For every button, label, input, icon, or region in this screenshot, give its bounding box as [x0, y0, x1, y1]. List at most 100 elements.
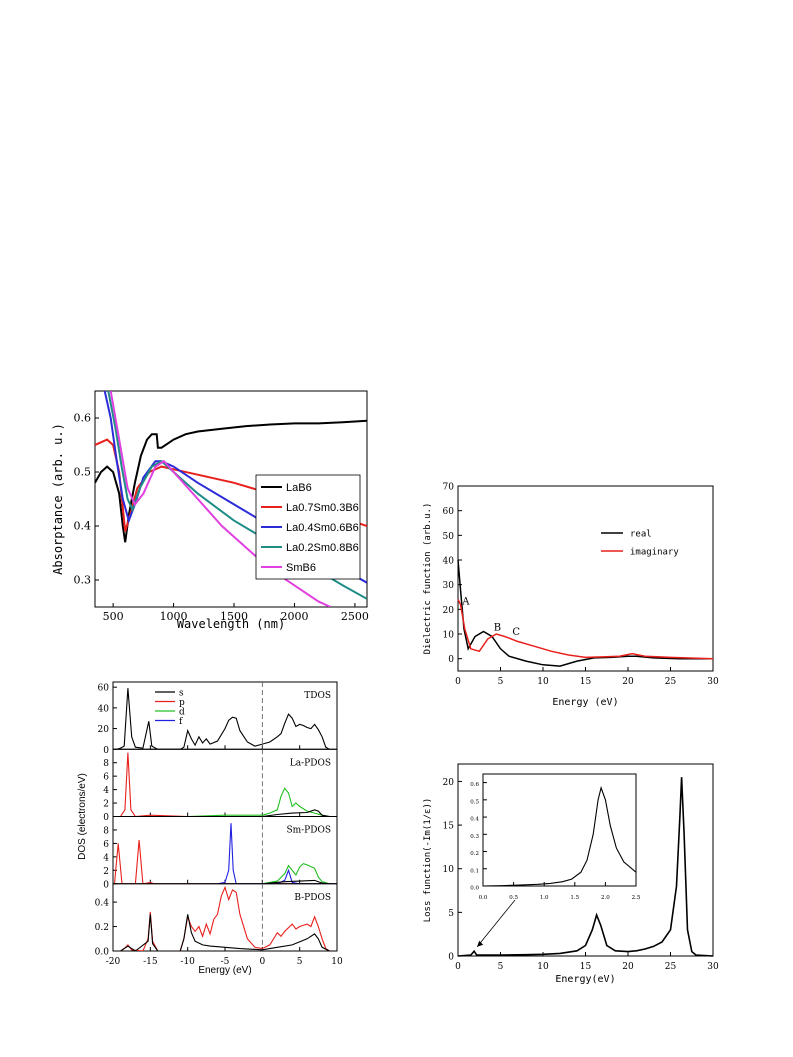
dielectric-legend-label-1: imaginary	[630, 548, 679, 558]
loss-inset-ytick-label: 0.4	[470, 817, 479, 823]
loss-series-line-0	[457, 777, 714, 957]
dos-panel-2-line-p	[113, 839, 337, 884]
dos-panel-3-xtick-label: 10	[331, 957, 343, 967]
dos-panel-0-ytick-label: 60	[98, 684, 110, 694]
dos-panel-0-line-total	[116, 688, 330, 750]
dos-panel-label-1: La-PDOS	[290, 758, 331, 768]
dos-panel-2-line-d	[262, 862, 330, 884]
dielectric-ytick-label: 10	[443, 631, 455, 641]
loss-inset-xtick-label: 1.0	[540, 895, 549, 901]
dielectric-annotation-B: B	[494, 622, 501, 633]
dielectric-ytick-label: 20	[443, 606, 455, 616]
loss-inset-ytick-label: 0.5	[470, 799, 479, 805]
loss-inset-xtick-label: 0.5	[509, 895, 518, 901]
absorptance-legend-label-2: La0.4Sm0.6B6	[286, 522, 359, 534]
dos-panel-2-ytick-label: 8	[103, 826, 109, 836]
dielectric-series-line-0	[457, 559, 713, 667]
loss-inset-ytick-label: 0.6	[470, 782, 479, 788]
dos-legend-label-p: p	[179, 698, 185, 708]
absorptance-chart-svg: 500 1000 1500 2000 2500 0.3 0.4 0.5 0.6 Wavelengt…	[51, 390, 369, 631]
dos-panel-2-line-s	[262, 879, 330, 884]
dos-panel-1-ytick-label: 4	[103, 786, 109, 796]
dos-panel-1-ytick-label: 8	[103, 759, 109, 769]
dos-legend-label-f: f	[179, 717, 183, 727]
dos-panel-1-ytick-label: 0	[103, 813, 109, 823]
dos-legend-label-d: d	[179, 708, 185, 718]
dielectric-ytick-label: 0	[448, 655, 454, 665]
loss-ytick-label: 20	[443, 778, 455, 788]
dos-legend-label-s: s	[179, 689, 184, 699]
dielectric-ytick-label: 70	[443, 483, 455, 493]
absorptance-xtick-label: 2500	[341, 610, 369, 623]
absorptance-ytick-label: 0.4	[74, 520, 92, 533]
absorptance-legend-label-0: LaB6	[286, 482, 312, 494]
absorptance-xtick-label: 1000	[160, 610, 188, 623]
loss-xtick-label: 5	[498, 962, 504, 972]
loss-plot-frame	[457, 763, 714, 957]
absorptance-ytick-label: 0.6	[74, 412, 92, 425]
dielectric-xtick-label: 25	[665, 677, 677, 687]
dielectric-xtick-label: 30	[707, 677, 719, 687]
loss-inset-xtick-label: 2.0	[601, 895, 610, 901]
loss-inset-arrow	[476, 899, 516, 948]
loss-xtick-label: 20	[622, 962, 634, 972]
dos-panel-3-ytick-label: 0.4	[95, 899, 110, 909]
dielectric-ytick-label: 60	[443, 507, 455, 517]
dos-panel-label-2: Sm-PDOS	[286, 826, 331, 836]
loss-inset-line	[482, 785, 637, 887]
absorptance-y-axis-title: Absorptance (arb. u.)	[51, 423, 65, 575]
loss-ytick-label: 0	[448, 953, 454, 963]
absorptance-xtick-label: 2000	[280, 610, 308, 623]
dielectric-legend-label-0: real	[630, 530, 652, 540]
dielectric-y-axis-title: Dielectric function (arb.u.)	[423, 503, 433, 655]
dos-panel-3-ytick-label: 0.0	[95, 948, 110, 958]
loss-inset-xtick-label: 0.0	[479, 895, 488, 901]
dielectric-chart: 0 5 10 15 20 25 30 0 10 20 30 40 50 60 70 Energy (eV) Di…	[418, 478, 723, 713]
dielectric-series-line-1	[457, 599, 714, 660]
dos-panel-label-0: TDOS	[304, 691, 331, 701]
loss-x-axis-title: Energy(eV)	[555, 974, 615, 985]
dos-panel-2-ytick-label: 4	[103, 853, 109, 863]
loss-chart-svg: 0 5 10 15 20 25 30 0 5 10 15 20 Energy(eV) Loss funct…	[423, 763, 719, 985]
loss-chart: 0 5 10 15 20 25 30 0 5 10 15 20 Energy(eV) Loss funct…	[418, 760, 723, 995]
dos-panel-1-ytick-label: 2	[103, 800, 109, 810]
dielectric-chart-svg: 0 5 10 15 20 25 30 0 10 20 30 40 50 60 70 Energy (eV) Di…	[423, 483, 719, 709]
absorptance-series-line-0	[95, 419, 367, 543]
absorptance-xtick-label: 500	[103, 610, 124, 623]
dos-panel-2-ytick-label: 2	[103, 867, 109, 877]
dos-panel-2-line-f	[217, 823, 337, 884]
dos-panel-1-line-s	[187, 809, 330, 817]
loss-inset-plot-frame	[482, 773, 637, 887]
dos-panel-3-line-s	[120, 914, 330, 951]
loss-inset-xtick-label: 2.5	[632, 895, 641, 901]
dos-panel-2-ytick-label: 0	[103, 880, 109, 890]
loss-inset-ytick-label: 0.2	[470, 851, 479, 857]
dielectric-x-axis-title: Energy (eV)	[552, 697, 618, 708]
absorptance-ytick-label: 0.5	[74, 466, 92, 479]
loss-y-axis-title: Loss function(-Im(1/ε))	[423, 798, 433, 923]
loss-inset-xtick-label: 1.5	[570, 895, 579, 901]
dos-panel-label-3: B-PDOS	[294, 893, 331, 903]
dos-panel-0-ytick-label: 0	[103, 746, 109, 756]
absorptance-x-axis-title: Wavelength (nm)	[177, 617, 285, 631]
absorptance-legend-label-3: La0.2Sm0.8B6	[286, 542, 359, 554]
dos-panel-3-xtick-label: 5	[297, 957, 303, 967]
dielectric-xtick-label: 10	[537, 677, 549, 687]
absorptance-series-line-4	[109, 391, 332, 607]
absorptance-plot-frame	[94, 390, 368, 608]
dielectric-xtick-label: 0	[455, 677, 461, 687]
dos-panel-0-ytick-label: 40	[98, 704, 110, 714]
dos-chart: 0 20 40 60 TDOS 0 2 4 6 8 La-PDOS 0 2 4 6 8 Sm-PDOS -20 -1…	[75, 678, 350, 978]
loss-xtick-label: 15	[580, 962, 592, 972]
loss-ytick-label: 15	[443, 822, 455, 832]
loss-inset-ytick-label: 0.3	[470, 834, 479, 840]
dos-panel-1-ytick-label: 6	[103, 773, 109, 783]
dos-panel-1-line-d	[187, 787, 330, 817]
dos-panel-3-xtick-label: -20	[106, 957, 121, 967]
loss-xtick-label: 30	[707, 962, 719, 972]
dos-x-axis-title: Energy (eV)	[198, 965, 251, 976]
loss-inset-ytick-label: 0.1	[470, 868, 479, 874]
dos-panel-2-ytick-label: 6	[103, 840, 109, 850]
loss-ytick-label: 5	[448, 909, 454, 919]
dielectric-ytick-label: 30	[443, 581, 455, 591]
